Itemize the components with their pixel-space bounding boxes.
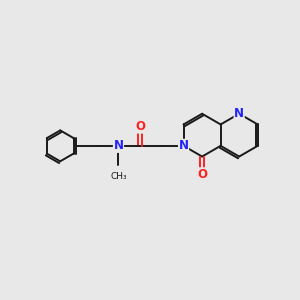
Text: CH₃: CH₃	[110, 172, 127, 181]
Text: N: N	[178, 139, 189, 152]
Text: O: O	[135, 120, 145, 133]
Text: N: N	[234, 107, 244, 120]
Text: O: O	[197, 168, 207, 181]
Text: N: N	[113, 139, 124, 152]
